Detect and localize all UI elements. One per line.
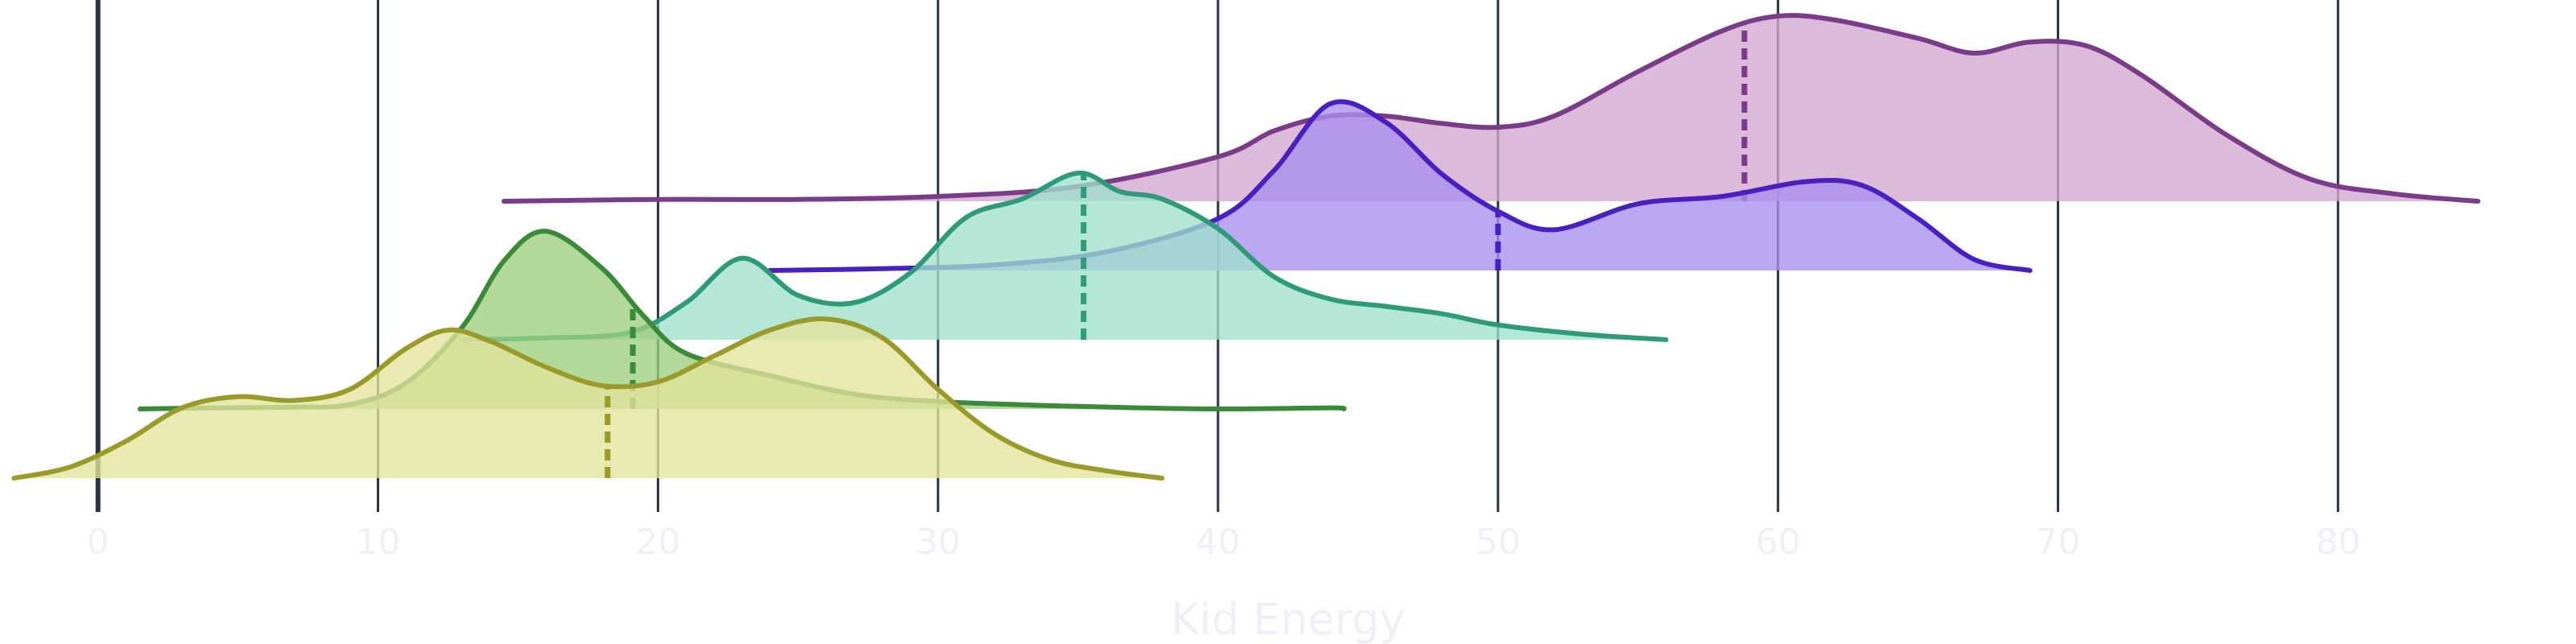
- x-axis-title: Kid Energy: [1171, 594, 1406, 644]
- x-tick-label-20: 20: [635, 522, 680, 563]
- ridges: [11, 13, 2481, 481]
- x-tick-label-70: 70: [2036, 522, 2081, 563]
- ridge-4-fill: [770, 101, 2030, 270]
- ridge-1-line: [11, 316, 1165, 481]
- x-tick-label-50: 50: [1476, 522, 1521, 563]
- ridge-1-fill: [14, 319, 1162, 478]
- x-tick-label-0: 0: [87, 522, 109, 563]
- x-tick-label-40: 40: [1195, 522, 1241, 563]
- x-tick-label-30: 30: [915, 522, 960, 563]
- ridge-3: [459, 170, 1669, 342]
- x-tick-label-60: 60: [1756, 522, 1801, 563]
- ridge-5: [502, 13, 2481, 204]
- x-tick-label-10: 10: [356, 522, 401, 563]
- ridge-3-fill: [461, 172, 1666, 340]
- ridge-3-line: [459, 170, 1669, 342]
- ridge-5-line: [502, 13, 2481, 204]
- x-tick-label-80: 80: [2315, 522, 2360, 563]
- x-axis-ticks: 0 10 20 30 40 50 60 70 80: [87, 522, 2361, 563]
- ridge-1: [11, 316, 1165, 481]
- ridge-5-fill: [504, 15, 2479, 201]
